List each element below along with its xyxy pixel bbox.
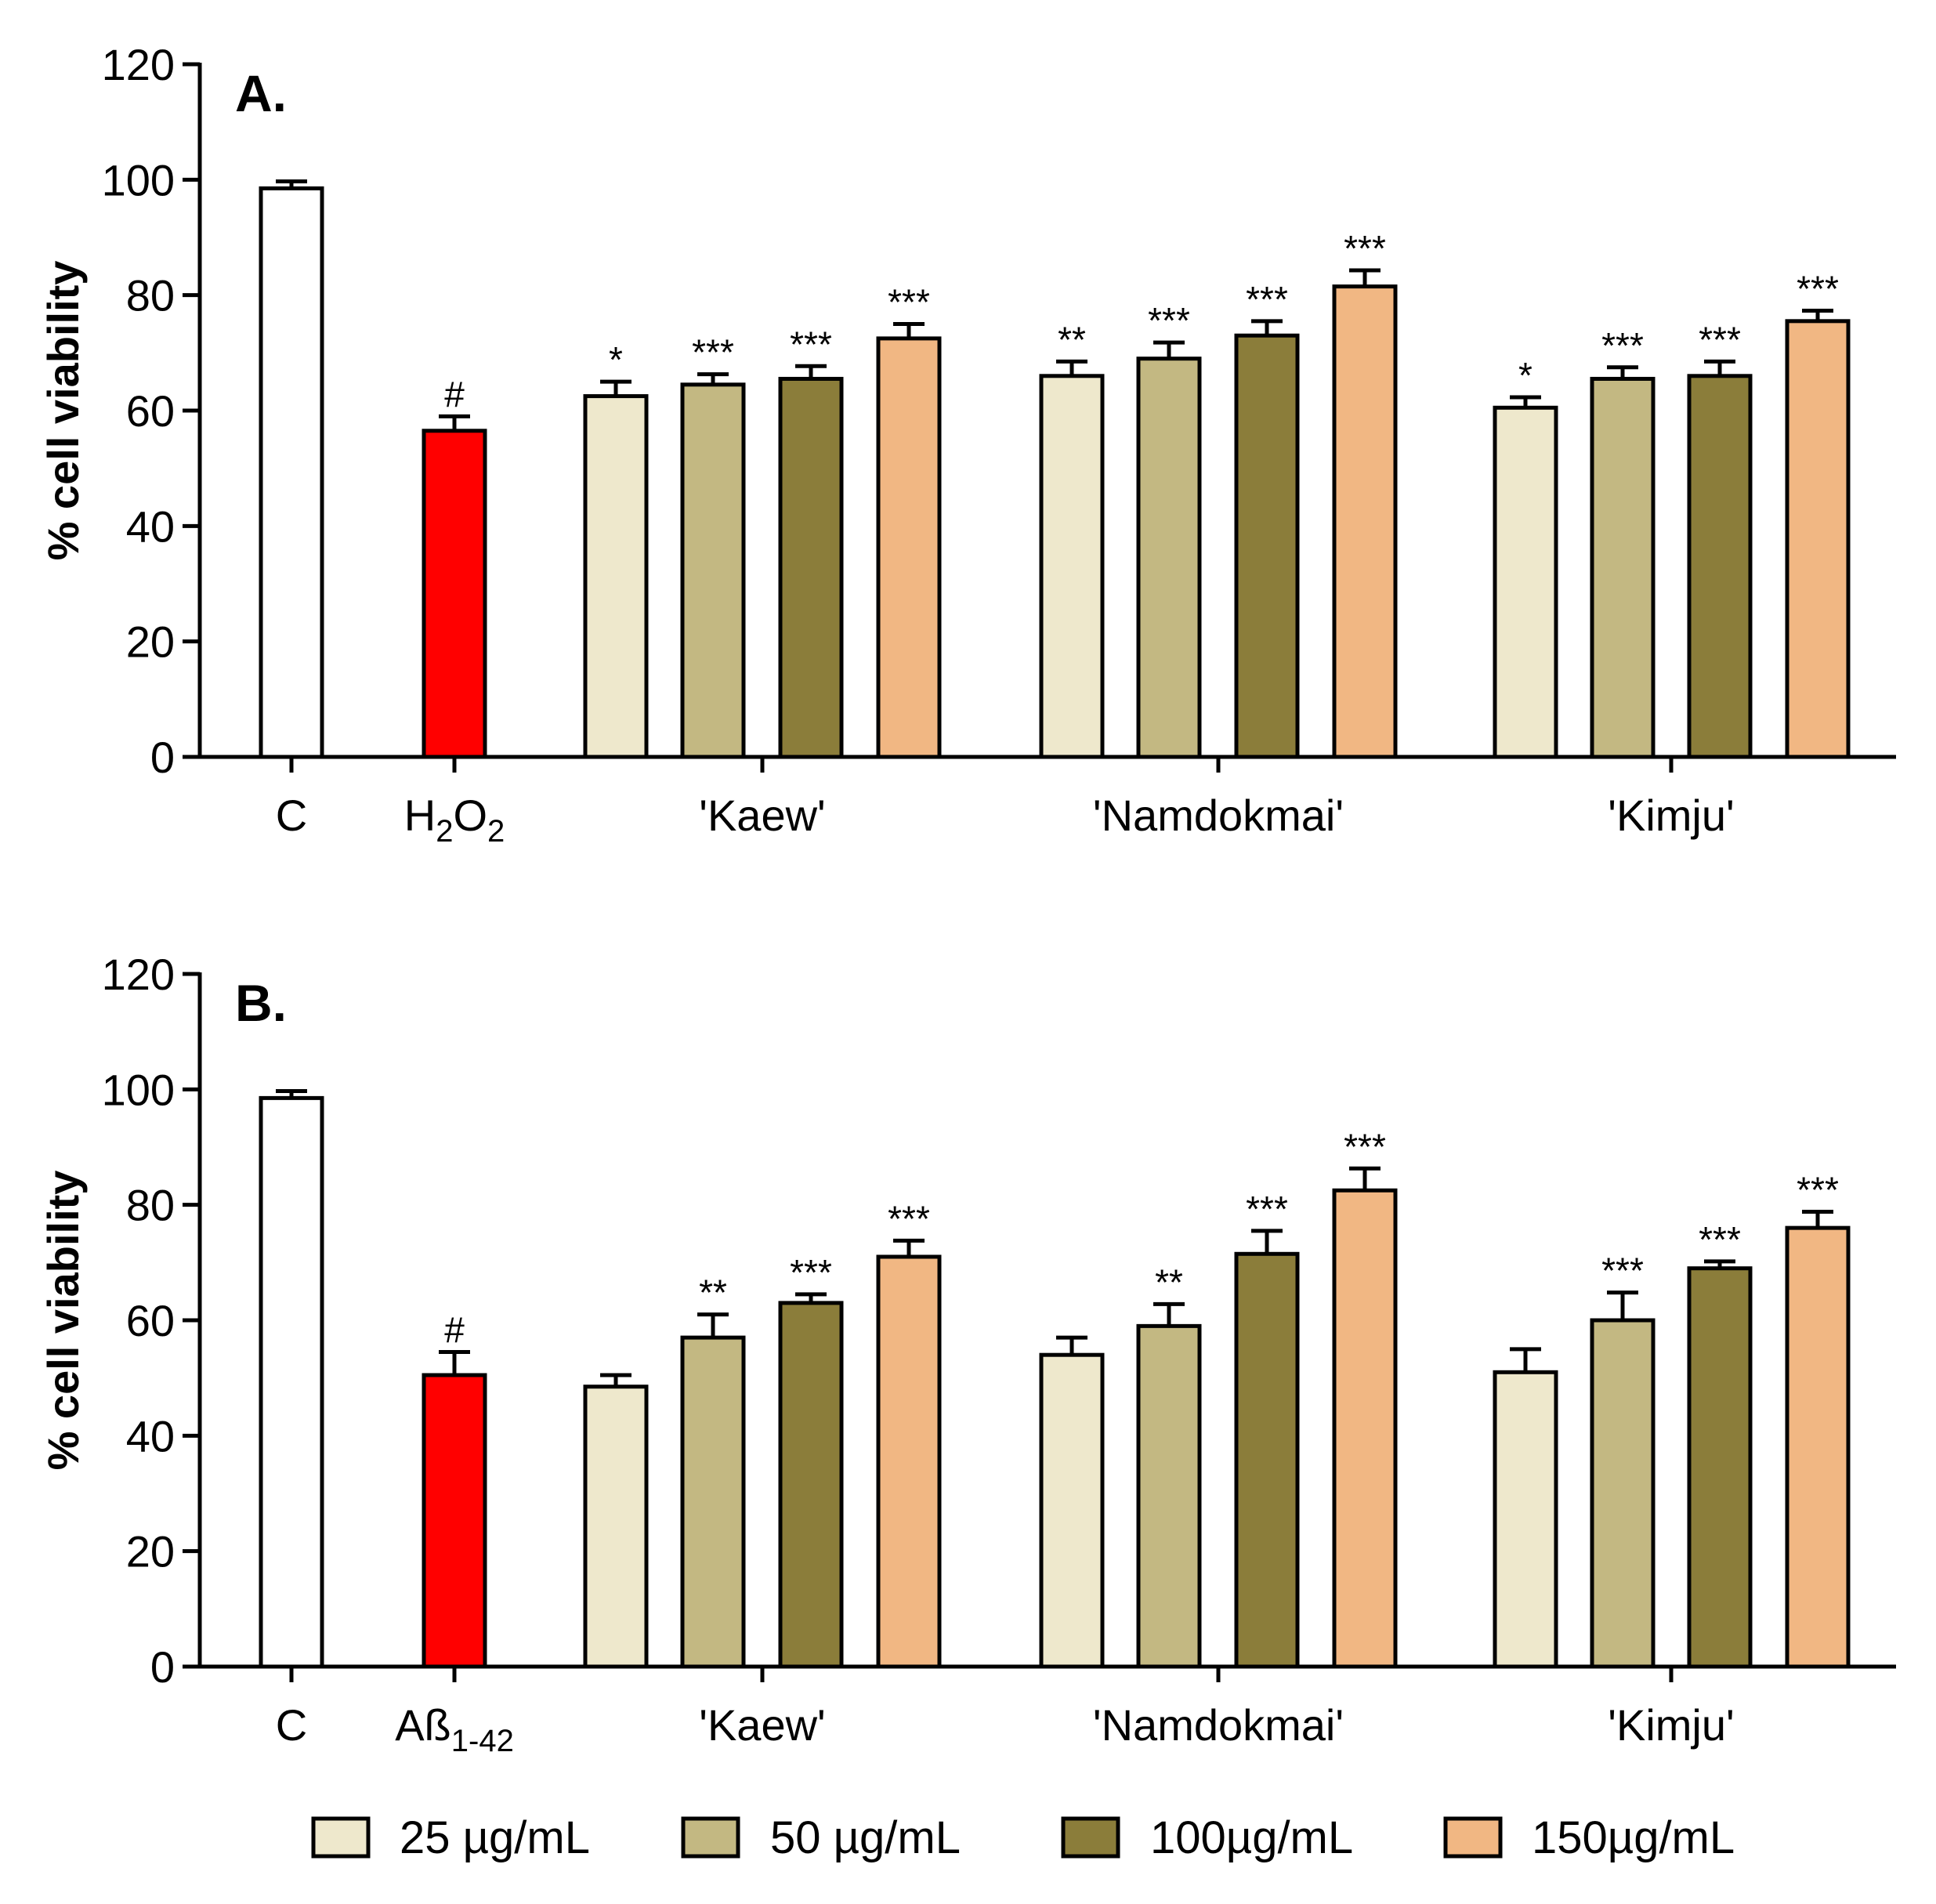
panel-b-significance-mark: ***	[790, 1252, 832, 1293]
panel-a-chart: 0 20 40 60 80 100 120 % cell viability A. C # H2O2 *…	[38, 40, 1896, 849]
panel-a-bar	[1590, 376, 1656, 759]
panel-a-bar	[1332, 284, 1398, 759]
panel-b-bar	[583, 1385, 649, 1669]
panel-b-category-label: Aß1-42	[395, 1700, 514, 1758]
panel-a-category-label: 'Kimju'	[1608, 791, 1734, 840]
panel-b-y-axis-title: % cell viability	[38, 1171, 88, 1471]
panel-b-significance-mark: ***	[1246, 1189, 1288, 1229]
panel-b-bar	[778, 1301, 844, 1669]
panel-a-category-label: C	[276, 791, 307, 840]
panel-b-significance-mark: **	[1155, 1261, 1183, 1302]
panel-a-bar	[1039, 374, 1105, 759]
panel-a-significance-mark: #	[444, 374, 465, 414]
legend-label: 150µg/mL	[1532, 1812, 1735, 1863]
panel-a-y-tick-label: 120	[102, 40, 175, 89]
panel-b-y-tick-label: 20	[126, 1527, 175, 1576]
panel-a-y-axis-title: % cell viability	[38, 261, 88, 561]
panel-a-significance-mark: ***	[1344, 228, 1386, 269]
legend-swatch	[1061, 1816, 1120, 1859]
panel-a-panel-label: A.	[235, 64, 287, 122]
panel-b-category-label: 'Kimju'	[1608, 1700, 1734, 1750]
panel-b-significance-mark: ***	[1797, 1170, 1839, 1211]
panel-a-significance-mark: ***	[1699, 319, 1741, 360]
panel-a-category-label: 'Namdokmai'	[1093, 791, 1344, 840]
panel-a-bar	[778, 376, 844, 759]
panel-a-category-label: H2O2	[404, 791, 505, 849]
panel-b-bar	[1687, 1266, 1753, 1669]
panel-a-significance-mark: **	[1058, 319, 1086, 360]
panel-a-significance-mark: ***	[1246, 279, 1288, 320]
panel-a-bar	[876, 336, 942, 759]
panel-a-y-tick-label: 100	[102, 155, 175, 205]
legend-swatch	[1443, 1816, 1503, 1859]
panel-a-bar	[680, 382, 746, 759]
panel-b-category-label: 'Namdokmai'	[1093, 1700, 1344, 1750]
panel-b-bar	[1136, 1323, 1202, 1669]
panel-a-category-label: 'Kaew'	[699, 791, 825, 840]
panel-b-significance-mark: ***	[888, 1198, 930, 1239]
panel-b-y-tick-label: 0	[150, 1642, 175, 1692]
panel-a-significance-mark: *	[609, 339, 623, 380]
panel-b-bar	[259, 1095, 324, 1669]
panel-b-category-label: C	[276, 1700, 307, 1750]
panel-b-bar	[876, 1254, 942, 1669]
panel-a-bar	[1785, 319, 1851, 759]
panel-b-y-tick-label: 40	[126, 1411, 175, 1461]
panel-b-significance-mark: **	[699, 1272, 727, 1313]
panel-a-significance-mark: *	[1518, 355, 1533, 396]
panel-b-bar	[1590, 1318, 1656, 1669]
panel-b-significance-mark: ***	[1601, 1251, 1644, 1291]
panel-a-bar	[583, 394, 649, 759]
panel-a-significance-mark: ***	[1797, 269, 1839, 309]
panel-b-y-tick-label: 100	[102, 1065, 175, 1114]
panel-a-bar	[1234, 333, 1300, 759]
panel-b-category-label: 'Kaew'	[699, 1700, 825, 1750]
panel-a-y-tick-label: 0	[150, 733, 175, 782]
panel-b-significance-mark: ***	[1699, 1219, 1741, 1260]
panel-a-y-tick-label: 60	[126, 386, 175, 436]
legend-label: 50 µg/mL	[770, 1812, 961, 1863]
panel-a-significance-mark: ***	[790, 324, 832, 364]
panel-a-significance-mark: ***	[888, 282, 930, 323]
panel-a-bar	[1687, 374, 1753, 759]
panel-b-bar	[1332, 1188, 1398, 1669]
panel-a-bar	[422, 429, 487, 759]
panel-b-bar	[1039, 1352, 1105, 1669]
panel-b-significance-mark: #	[444, 1310, 465, 1351]
panel-a-bar	[1136, 357, 1202, 759]
panel-b-y-tick-label: 60	[126, 1296, 175, 1345]
panel-b-bar	[1785, 1225, 1851, 1669]
panel-b-bar	[422, 1373, 487, 1669]
panel-b-bar	[680, 1335, 746, 1669]
panel-a-significance-mark: ***	[1601, 325, 1644, 366]
panel-b-chart: 0 20 40 60 80 100 120 % cell viability B. C # Aß1-4…	[38, 950, 1896, 1758]
legend-swatch	[681, 1816, 740, 1859]
panel-b-y-tick-label: 80	[126, 1181, 175, 1230]
panel-a-bar	[259, 186, 324, 759]
legend-label: 25 µg/mL	[400, 1812, 590, 1863]
panel-b-y-tick-label: 120	[102, 950, 175, 999]
legend-swatch	[311, 1816, 371, 1859]
panel-a-significance-mark: ***	[1148, 300, 1190, 341]
panel-a-y-tick-label: 20	[126, 617, 175, 667]
legend: 25 µg/mL 50 µg/mL 100µg/mL 150µg/mL	[311, 1812, 1735, 1863]
panel-b-panel-label: B.	[235, 974, 287, 1032]
panel-a-y-tick-label: 40	[126, 501, 175, 551]
panel-a-significance-mark: ***	[692, 332, 734, 373]
panel-b-bar	[1234, 1251, 1300, 1669]
panel-b-significance-mark: ***	[1344, 1126, 1386, 1167]
legend-label: 100µg/mL	[1150, 1812, 1353, 1863]
panel-a-bar	[1493, 405, 1558, 759]
panel-b-bar	[1493, 1370, 1558, 1669]
panel-a-y-tick-label: 80	[126, 271, 175, 320]
